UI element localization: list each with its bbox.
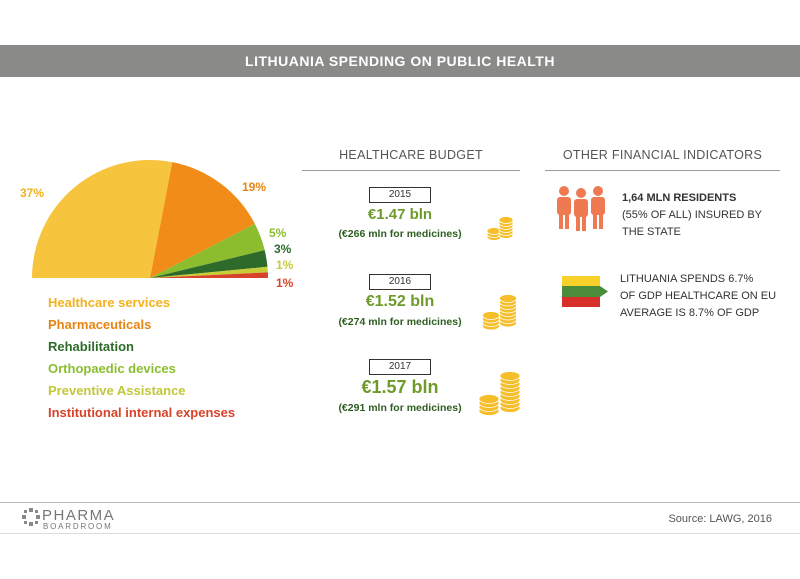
residents-text: 1,64 MLN RESIDENTS (55% OF ALL) INSURED … (622, 190, 762, 241)
pie-label-preventive: 1% (276, 258, 294, 272)
legend-institutional: Institutional internal expenses (48, 405, 236, 420)
pie-slice-pharmaceuticals (150, 162, 255, 278)
legend-pharmaceuticals: Pharmaceuticals (48, 317, 152, 332)
pie-slice-orthopaedic-devices (150, 223, 265, 278)
pie-label-orthopaedic: 5% (269, 226, 287, 240)
pie-label-healthcare: 37% (20, 186, 45, 200)
pie-label-pharmaceuticals: 19% (242, 180, 267, 194)
pie-legend: Healthcare services Pharmaceuticals Reha… (48, 292, 235, 424)
gdp-line3: AVERAGE IS 8.7% OF GDP (620, 307, 760, 319)
indicators-heading: OTHER FINANCIAL INDICATORS (545, 148, 780, 171)
source-note: Source: LAWG, 2016 (668, 513, 772, 525)
lithuania-flag-icon (562, 276, 608, 307)
pharmaboardroom-logo-icon (22, 508, 40, 526)
footer-bottom-divider (0, 533, 800, 534)
amount-2016: €1.52 bln (365, 293, 435, 310)
gdp-line1: LITHUANIA SPENDS 6.7% (620, 273, 754, 285)
footer-divider (0, 502, 800, 503)
pie-slice-rehabilitation (150, 250, 268, 278)
residents-bold: 1,64 MLN RESIDENTS (622, 192, 737, 204)
pie-slice-preventive-assistance (150, 266, 268, 278)
medicines-2016: (€274 mln for medicines) (338, 316, 462, 328)
amount-2017: €1.57 bln (361, 377, 439, 397)
pie-chart (32, 159, 269, 278)
pie-slice-healthcare-services (32, 159, 173, 278)
medicines-2017: (€291 mln for medicines) (338, 402, 462, 414)
medicines-2015: (€266 mln for medicines) (338, 228, 462, 240)
logo-text-pharma: PHARMA (42, 507, 116, 524)
coins-small-icon (486, 216, 514, 241)
pie-label-institutional: 1% (276, 276, 294, 290)
legend-preventive: Preventive Assistance (48, 383, 186, 398)
coins-medium-icon (482, 294, 517, 331)
amount-2015: €1.47 bln (367, 206, 433, 223)
page-title: LITHUANIA SPENDING ON PUBLIC HEALTH (0, 45, 800, 77)
gdp-line2: OF GDP HEALTHCARE ON EU (620, 290, 777, 302)
coins-large-icon (478, 371, 521, 416)
pie-label-rehabilitation: 3% (274, 242, 292, 256)
logo-text-boardroom: BOARDROOM (43, 522, 113, 531)
gdp-text: LITHUANIA SPENDS 6.7% OF GDP HEALTHCARE … (620, 271, 776, 322)
residents-line3: THE STATE (622, 226, 681, 238)
year-2016: 2016 (369, 274, 431, 290)
people-icon (557, 186, 605, 231)
legend-orthopaedic: Orthopaedic devices (48, 361, 176, 376)
pie-slice-institutional-internal-expenses (150, 272, 269, 278)
residents-line2: (55% OF ALL) INSURED BY (622, 209, 762, 221)
year-2017: 2017 (369, 359, 431, 375)
year-2015: 2015 (369, 187, 431, 203)
budget-heading: HEALTHCARE BUDGET (302, 148, 520, 171)
legend-rehabilitation: Rehabilitation (48, 339, 134, 354)
legend-healthcare: Healthcare services (48, 295, 171, 310)
